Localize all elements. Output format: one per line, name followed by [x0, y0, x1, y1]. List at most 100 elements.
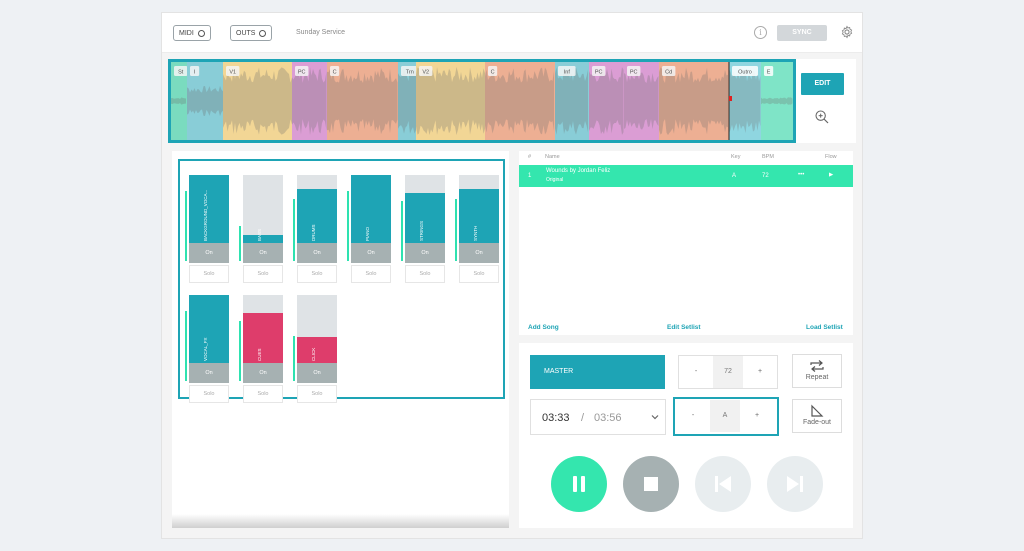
key-decrease-button[interactable]: - — [691, 412, 695, 419]
on-toggle[interactable]: On — [243, 243, 283, 263]
top-bar: MIDI OUTS Sunday Service i SYNC — [162, 13, 862, 53]
track-name: STRINGS — [419, 220, 424, 241]
more-options-icon[interactable]: ••• — [798, 172, 805, 178]
gear-icon[interactable] — [840, 25, 854, 39]
on-toggle[interactable]: On — [459, 243, 499, 263]
section-label: Outro — [732, 66, 758, 76]
pause-button[interactable] — [551, 456, 607, 512]
info-icon[interactable]: i — [754, 26, 767, 39]
section-label: PC — [295, 66, 309, 76]
volume-fader[interactable]: SYNTH — [459, 175, 499, 243]
section-label: Trn — [401, 66, 419, 76]
on-toggle[interactable]: On — [243, 363, 283, 383]
waveform-shape — [729, 68, 761, 134]
zoom-in-icon[interactable] — [814, 109, 830, 125]
solo-button[interactable]: Solo — [297, 265, 337, 283]
previous-button[interactable] — [695, 456, 751, 512]
load-setlist-link[interactable]: Load Setlist — [806, 324, 843, 331]
play-song-icon[interactable]: ▶ — [829, 172, 834, 178]
svg-text:E: E — [767, 70, 771, 76]
fader-fill — [405, 193, 445, 243]
col-header-key: Key — [731, 154, 741, 160]
svg-text:Outro: Outro — [738, 70, 752, 76]
setlist-name: Sunday Service — [296, 29, 346, 36]
pause-icon — [573, 476, 585, 492]
waveform-shape — [187, 85, 223, 117]
track-name: CLICK — [311, 347, 316, 361]
level-meter — [455, 199, 457, 261]
on-toggle[interactable]: On — [189, 363, 229, 383]
outs-label: OUTS — [236, 29, 256, 37]
track-mixer: BACKGROUND_VOCA... On Solo BASS On Solo DRUMS O… — [178, 159, 505, 403]
chevron-down-icon — [651, 415, 659, 420]
level-meter — [347, 191, 349, 261]
waveform-canvas[interactable]: St I V1 PC C Trn V2 C Inf PC PC Cd Outro E — [171, 62, 793, 140]
volume-fader[interactable]: BASS — [243, 175, 283, 243]
svg-text:Cd: Cd — [665, 70, 672, 76]
setlist-row[interactable]: 1 Wounds by Jordan Feliz Original A 72 •… — [519, 165, 853, 187]
section-label: Inf — [558, 66, 576, 76]
master-button[interactable]: MASTER — [530, 355, 665, 389]
panel-bottom-shadow — [172, 514, 509, 528]
time-display[interactable]: 03:33 / 03:56 — [530, 399, 666, 435]
stop-button[interactable] — [623, 456, 679, 512]
edit-button[interactable]: EDIT — [801, 73, 844, 95]
total-time: 03:56 — [594, 412, 622, 424]
volume-fader[interactable]: PIANO — [351, 175, 391, 243]
track-channel: BASS On Solo — [239, 175, 283, 287]
volume-fader[interactable]: VOCAL_FX — [189, 295, 229, 363]
waveform-shape — [398, 68, 416, 134]
fade-out-button[interactable]: Fade-out — [792, 399, 842, 433]
solo-button[interactable]: Solo — [243, 385, 283, 403]
next-button[interactable] — [767, 456, 823, 512]
level-meter — [401, 201, 403, 261]
volume-fader[interactable]: CLICK — [297, 295, 337, 363]
midi-status-icon — [197, 29, 205, 37]
svg-text:Inf: Inf — [564, 70, 571, 76]
volume-fader[interactable]: DRUMS — [297, 175, 337, 243]
volume-fader[interactable]: BACKGROUND_VOCA... — [189, 175, 229, 243]
on-toggle[interactable]: On — [189, 243, 229, 263]
sync-button[interactable]: SYNC — [777, 25, 827, 41]
svg-text:Trn: Trn — [406, 70, 414, 76]
solo-button[interactable]: Solo — [459, 265, 499, 283]
on-toggle[interactable]: On — [297, 243, 337, 263]
waveform-shape — [327, 67, 398, 135]
outs-button[interactable]: OUTS — [230, 25, 273, 41]
on-toggle[interactable]: On — [351, 243, 391, 263]
key-value: A — [710, 400, 740, 432]
song-arrangement-waveform[interactable]: St I V1 PC C Trn V2 C Inf PC PC Cd Outro E — [168, 59, 796, 143]
track-name: BACKGROUND_VOCA... — [203, 189, 208, 241]
tempo-decrease-button[interactable]: - — [694, 368, 698, 375]
solo-button[interactable]: Solo — [405, 265, 445, 283]
svg-text:PC: PC — [595, 70, 603, 76]
repeat-button[interactable]: Repeat — [792, 354, 842, 388]
section-label: V2 — [419, 66, 433, 76]
level-meter — [293, 336, 295, 381]
section-block[interactable] — [398, 62, 416, 140]
key-increase-button[interactable]: + — [754, 412, 760, 419]
skip-forward-icon — [787, 476, 803, 492]
fader-fill — [459, 189, 499, 243]
on-toggle[interactable]: On — [297, 363, 337, 383]
solo-button[interactable]: Solo — [243, 265, 283, 283]
solo-button[interactable]: Solo — [189, 265, 229, 283]
volume-fader[interactable]: STRINGS — [405, 175, 445, 243]
midi-button[interactable]: MIDI — [173, 25, 211, 41]
solo-button[interactable]: Solo — [189, 385, 229, 403]
add-song-link[interactable]: Add Song — [528, 324, 559, 331]
volume-fader[interactable]: CUES — [243, 295, 283, 363]
solo-button[interactable]: Solo — [351, 265, 391, 283]
section-block[interactable] — [171, 62, 187, 140]
edit-setlist-link[interactable]: Edit Setlist — [667, 324, 701, 331]
waveform-shape — [624, 72, 659, 130]
fade-out-label: Fade-out — [802, 419, 832, 426]
tempo-increase-button[interactable]: + — [757, 368, 763, 375]
waveform-shape — [416, 66, 485, 136]
on-toggle[interactable]: On — [405, 243, 445, 263]
track-channel: VOCAL_FX On Solo — [185, 295, 229, 407]
solo-button[interactable]: Solo — [297, 385, 337, 403]
col-header-bpm: BPM — [762, 154, 774, 160]
section-label: E — [764, 66, 774, 76]
played-region-overlay — [171, 62, 729, 140]
